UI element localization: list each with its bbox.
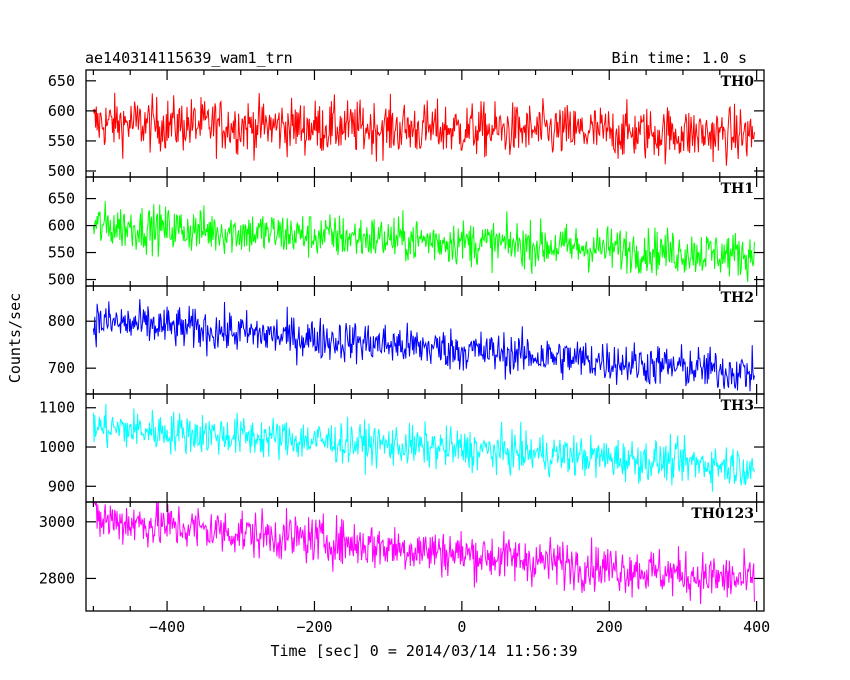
y-tick-label: 500 bbox=[48, 271, 75, 289]
y-tick-label: 500 bbox=[48, 162, 75, 180]
y-tick-label: 2800 bbox=[39, 569, 75, 587]
x-tick-label: 0 bbox=[457, 618, 466, 636]
header-left-title: ae140314115639_wam1_trn bbox=[85, 49, 293, 67]
series-th0123-line bbox=[92, 502, 755, 605]
x-tick-label: 200 bbox=[596, 618, 623, 636]
panel-label-th0: TH0 bbox=[721, 74, 755, 90]
y-tick-label: 900 bbox=[48, 477, 75, 495]
y-axis-label: Counts/sec bbox=[6, 293, 24, 383]
panel-frame bbox=[85, 501, 765, 612]
panel-label-th2: TH2 bbox=[721, 290, 754, 306]
panel-label-th3: TH3 bbox=[721, 398, 754, 414]
y-tick-label: 650 bbox=[48, 190, 75, 208]
header-right-bin-time: Bin time: 1.0 s bbox=[612, 49, 747, 67]
y-tick-label: 800 bbox=[48, 312, 75, 330]
x-axis-label: Time [sec] 0 = 2014/03/14 11:56:39 bbox=[270, 642, 577, 660]
series-th3-line bbox=[92, 403, 755, 492]
y-tick-label: 1100 bbox=[39, 399, 75, 417]
y-tick-label: 3000 bbox=[39, 513, 75, 531]
x-tick-label: −200 bbox=[296, 618, 332, 636]
series-th0-line bbox=[92, 92, 755, 166]
panel-th1: TH1 500 550 600 650 bbox=[48, 176, 765, 289]
y-tick-label: 1000 bbox=[39, 438, 75, 456]
panel-th0: TH0 500 550 600 650 bbox=[48, 69, 765, 180]
panel-frame bbox=[85, 285, 765, 395]
y-tick-label: 700 bbox=[48, 359, 75, 377]
x-tick-label: −400 bbox=[149, 618, 185, 636]
series-th2-line bbox=[92, 299, 755, 392]
panel-th2: TH2 700 800 bbox=[48, 285, 765, 395]
y-tick-label: 600 bbox=[48, 217, 75, 235]
y-tick-label: 600 bbox=[48, 102, 75, 120]
panel-th3: TH3 900 1000 1100 bbox=[39, 393, 765, 503]
panel-label-th0123: TH0123 bbox=[691, 506, 754, 522]
y-tick-label: 550 bbox=[48, 244, 75, 262]
y-tick-label: 650 bbox=[48, 72, 75, 90]
plot-panels: TH0500550600650TH1500550600650TH2700800T… bbox=[39, 69, 770, 636]
x-tick-label: 400 bbox=[743, 618, 770, 636]
series-th1-line bbox=[92, 201, 755, 283]
y-tick-label: 550 bbox=[48, 132, 75, 150]
panel-th0123: TH0123 2800 3000 bbox=[39, 501, 765, 612]
panel-label-th1: TH1 bbox=[721, 181, 754, 197]
